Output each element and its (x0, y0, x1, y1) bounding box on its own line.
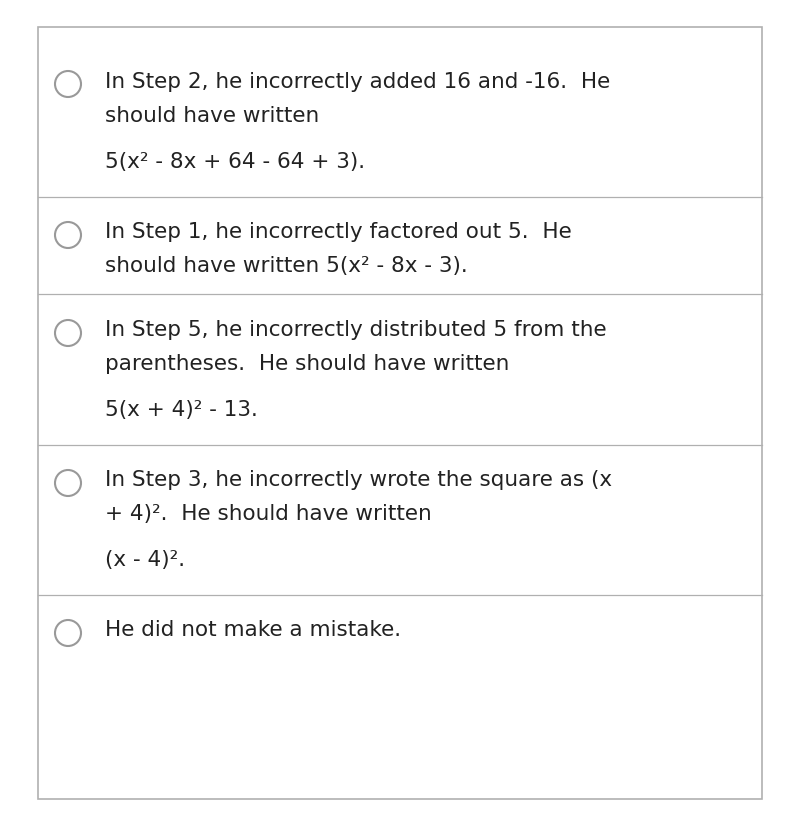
Text: (x - 4)².: (x - 4)². (105, 549, 185, 569)
Text: should have written 5(x² - 8x - 3).: should have written 5(x² - 8x - 3). (105, 256, 468, 275)
Text: In Step 2, he incorrectly added 16 and -16.  He: In Step 2, he incorrectly added 16 and -… (105, 72, 610, 92)
Text: parentheses.  He should have written: parentheses. He should have written (105, 354, 510, 374)
Text: 5(x² - 8x + 64 - 64 + 3).: 5(x² - 8x + 64 - 64 + 3). (105, 152, 365, 172)
Text: He did not make a mistake.: He did not make a mistake. (105, 619, 401, 639)
Text: In Step 3, he incorrectly wrote the square as (x: In Step 3, he incorrectly wrote the squa… (105, 470, 612, 490)
Text: In Step 5, he incorrectly distributed 5 from the: In Step 5, he incorrectly distributed 5 … (105, 319, 606, 340)
Text: 5(x + 4)² - 13.: 5(x + 4)² - 13. (105, 399, 258, 419)
Text: In Step 1, he incorrectly factored out 5.  He: In Step 1, he incorrectly factored out 5… (105, 222, 572, 241)
Text: should have written: should have written (105, 106, 319, 126)
Text: + 4)².  He should have written: + 4)². He should have written (105, 504, 432, 523)
